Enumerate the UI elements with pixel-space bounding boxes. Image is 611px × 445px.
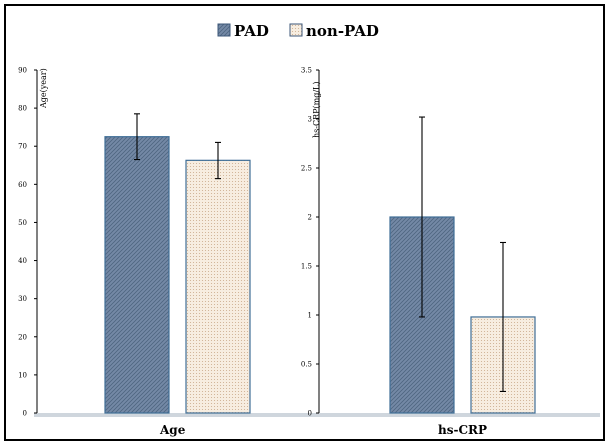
y-tick-label: 90 (18, 67, 27, 75)
y-tick-label: 3.5 (301, 67, 312, 75)
bar-pad (104, 136, 170, 414)
y-tick-label: 70 (18, 143, 27, 151)
legend-swatch-pad (217, 23, 231, 37)
y-tick-label: 30 (18, 295, 27, 303)
bar-non-pad (185, 159, 251, 414)
legend-label-non-pad: non-PAD (306, 22, 379, 40)
y-tick-label: 2 (308, 214, 312, 222)
legend: PAD non-PAD (217, 22, 379, 40)
legend-swatch-non-pad (289, 23, 303, 37)
y-tick-label: 3 (308, 116, 312, 124)
floor-baseline (34, 413, 600, 417)
category-label-hs-crp: hs-CRP (438, 423, 487, 437)
y-tick-label: 0 (308, 410, 312, 418)
category-label-age: Age (159, 423, 186, 437)
y-tick-label: 1.5 (301, 263, 312, 271)
y-axis-title-age: Age(year) (39, 68, 48, 109)
y-tick-label: 50 (18, 219, 27, 227)
y-tick-label: 20 (18, 333, 27, 341)
y-tick-label: 10 (18, 371, 27, 379)
y-tick-label: 0 (23, 410, 27, 418)
y-tick-label: 2.5 (301, 165, 312, 173)
y-axis-title-hs-crp: hs-CRP(mg/L) (312, 82, 321, 138)
y-tick-label: 1 (308, 312, 312, 320)
y-tick-label: 0.5 (301, 361, 312, 369)
y-tick-label: 80 (18, 105, 27, 113)
y-tick-label: 60 (18, 181, 27, 189)
y-tick-label: 40 (18, 257, 27, 265)
legend-label-pad: PAD (234, 22, 269, 40)
